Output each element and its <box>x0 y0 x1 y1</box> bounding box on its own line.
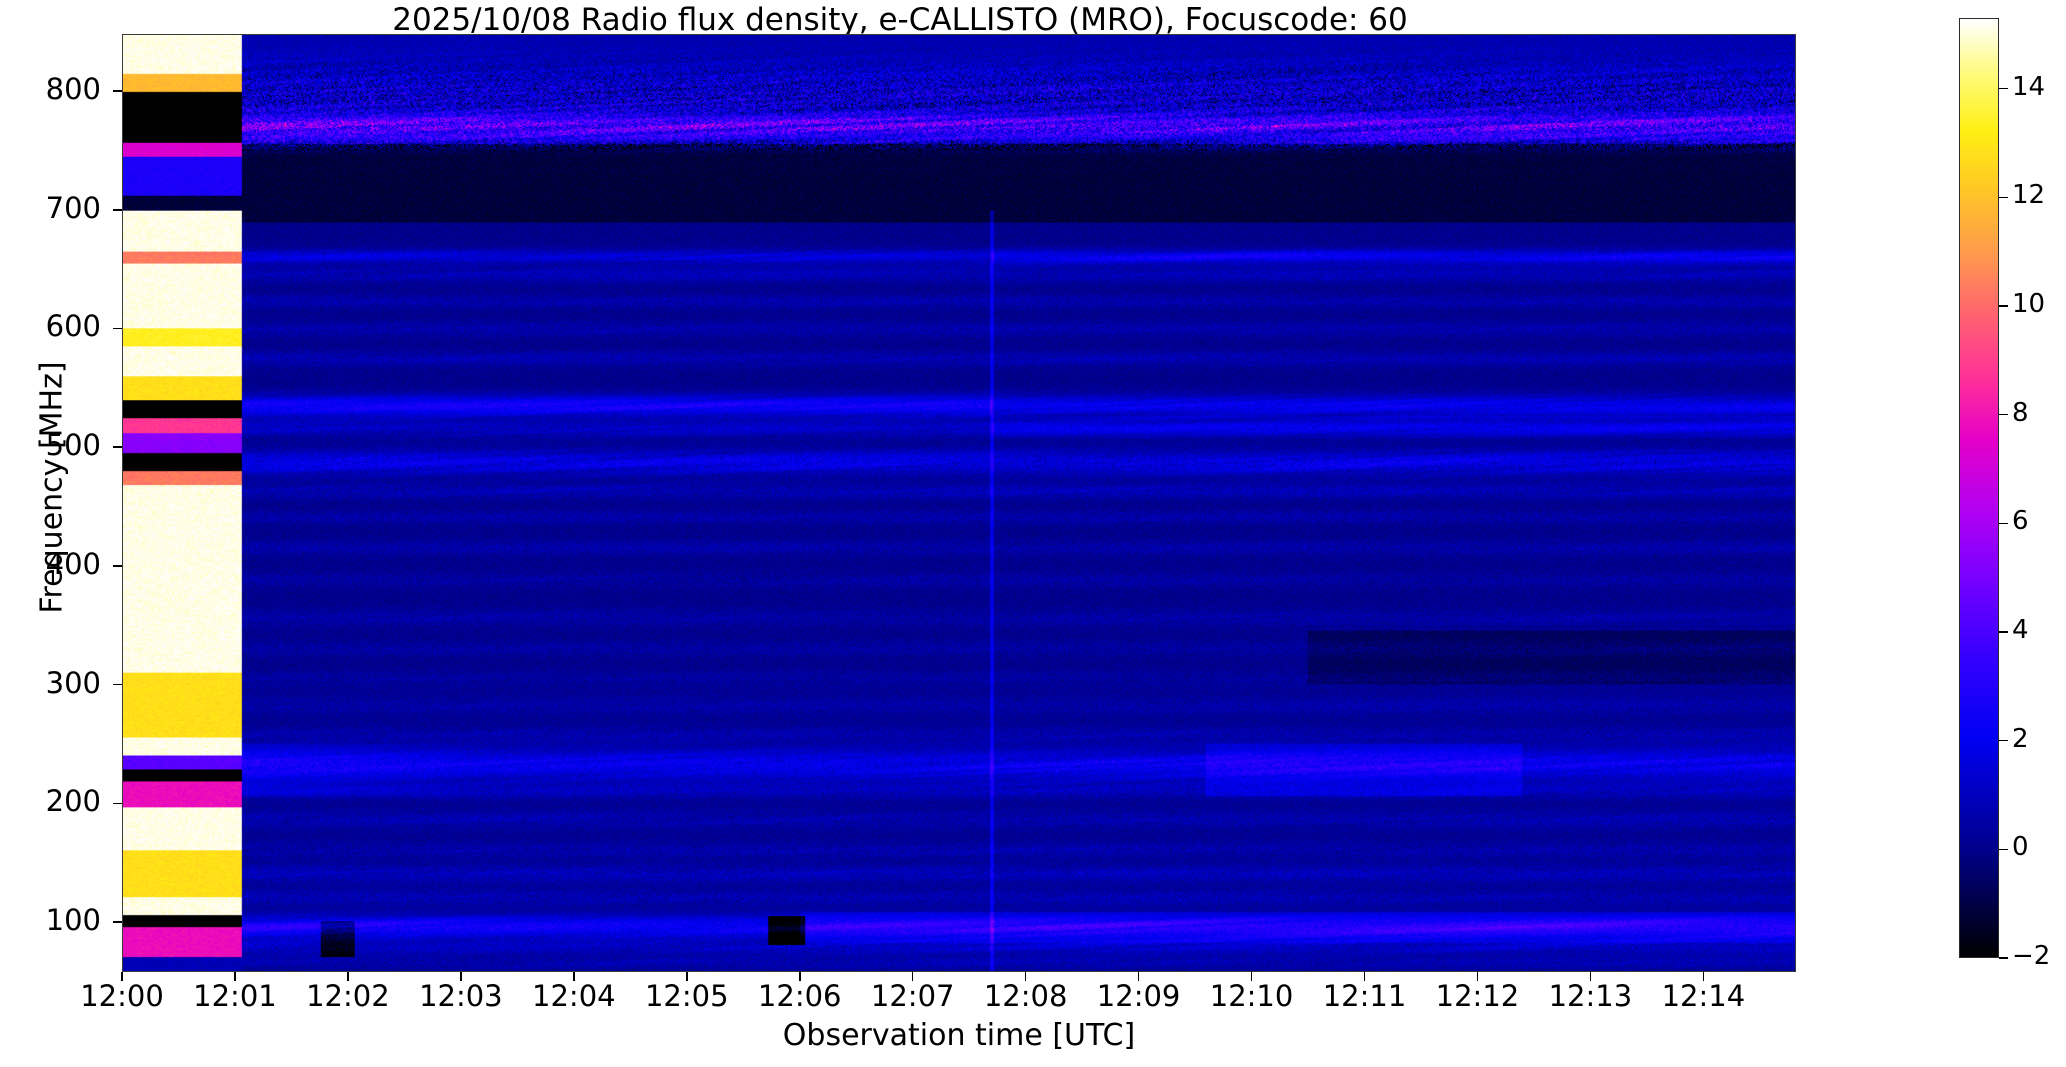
x-tick-label: 12:04 <box>532 979 616 1013</box>
y-tick-label: 500 <box>45 428 101 463</box>
colorbar-tick-label: 12 <box>2012 180 2046 211</box>
y-tick-mark <box>113 921 122 923</box>
spectrogram-axes[interactable] <box>122 34 1796 972</box>
x-axis-label: Observation time [UTC] <box>782 1018 1136 1053</box>
colorbar-tick-label: 6 <box>2012 506 2029 537</box>
colorbar-tick-mark <box>1999 631 2008 633</box>
x-tick-mark <box>347 972 349 981</box>
colorbar-tick-mark <box>1999 957 2008 959</box>
x-tick-label: 12:03 <box>419 979 503 1013</box>
x-tick-mark <box>460 972 462 981</box>
colorbar-tick-mark <box>1999 413 2008 416</box>
x-tick-mark <box>1250 972 1253 981</box>
y-tick-mark <box>113 327 122 330</box>
colorbar-tick-mark <box>1999 305 2008 307</box>
x-tick-label: 12:14 <box>1661 979 1746 1013</box>
x-tick-mark <box>121 972 123 981</box>
y-tick-mark <box>113 802 122 805</box>
x-tick-label: 12:00 <box>80 979 164 1013</box>
x-tick-mark <box>1024 972 1027 981</box>
y-tick-mark <box>113 446 122 448</box>
x-tick-label: 12:07 <box>870 979 955 1013</box>
x-tick-label: 12:05 <box>644 979 729 1013</box>
x-tick-label: 12:08 <box>983 979 1068 1013</box>
y-tick-mark <box>113 208 122 211</box>
y-tick-label: 100 <box>45 903 101 938</box>
y-tick-label: 800 <box>45 71 101 106</box>
colorbar-tick-label: 8 <box>2012 397 2029 428</box>
x-tick-label: 12:13 <box>1548 979 1633 1013</box>
x-tick-mark <box>1702 972 1705 981</box>
colorbar-tick-mark <box>1999 87 2008 90</box>
x-tick-mark <box>1589 972 1592 981</box>
colorbar-tick-label: 0 <box>2012 832 2029 863</box>
x-tick-label: 12:01 <box>193 979 277 1013</box>
x-tick-label: 12:12 <box>1435 979 1520 1013</box>
colorbar[interactable] <box>1959 18 1999 958</box>
y-tick-mark <box>113 565 122 567</box>
x-tick-label: 12:10 <box>1209 979 1294 1013</box>
y-tick-label: 700 <box>45 190 101 225</box>
spectrogram-image <box>123 35 1795 971</box>
x-tick-mark <box>685 972 688 981</box>
x-tick-mark <box>911 972 914 981</box>
y-tick-label: 600 <box>45 309 101 344</box>
y-tick-label: 400 <box>45 546 101 581</box>
x-tick-mark <box>1363 972 1366 981</box>
page-title: 2025/10/08 Radio flux density, e-CALLIST… <box>392 2 1408 38</box>
colorbar-tick-mark <box>1999 739 2008 742</box>
x-tick-mark <box>1137 972 1140 981</box>
colorbar-tick-label: 2 <box>2012 723 2029 754</box>
x-tick-label: 12:06 <box>757 979 842 1013</box>
colorbar-tick-label: 4 <box>2012 614 2029 645</box>
y-tick-mark <box>113 90 122 92</box>
colorbar-tick-mark <box>1999 522 2008 525</box>
colorbar-tick-label: 14 <box>2012 71 2046 102</box>
x-tick-label: 12:09 <box>1096 979 1181 1013</box>
colorbar-tick-mark <box>1999 848 2008 851</box>
y-tick-label: 200 <box>45 784 101 819</box>
colorbar-tick-label: −2 <box>2012 941 2051 971</box>
y-tick-mark <box>113 683 122 686</box>
x-tick-label: 12:02 <box>306 979 390 1013</box>
x-tick-label: 12:11 <box>1322 979 1407 1013</box>
colorbar-tick-label: 10 <box>2012 288 2046 319</box>
colorbar-tick-mark <box>1999 196 2008 199</box>
x-tick-mark <box>573 972 575 981</box>
y-tick-label: 300 <box>45 665 101 700</box>
x-tick-mark <box>234 972 236 981</box>
x-tick-mark <box>1476 972 1479 981</box>
x-tick-mark <box>798 972 801 981</box>
